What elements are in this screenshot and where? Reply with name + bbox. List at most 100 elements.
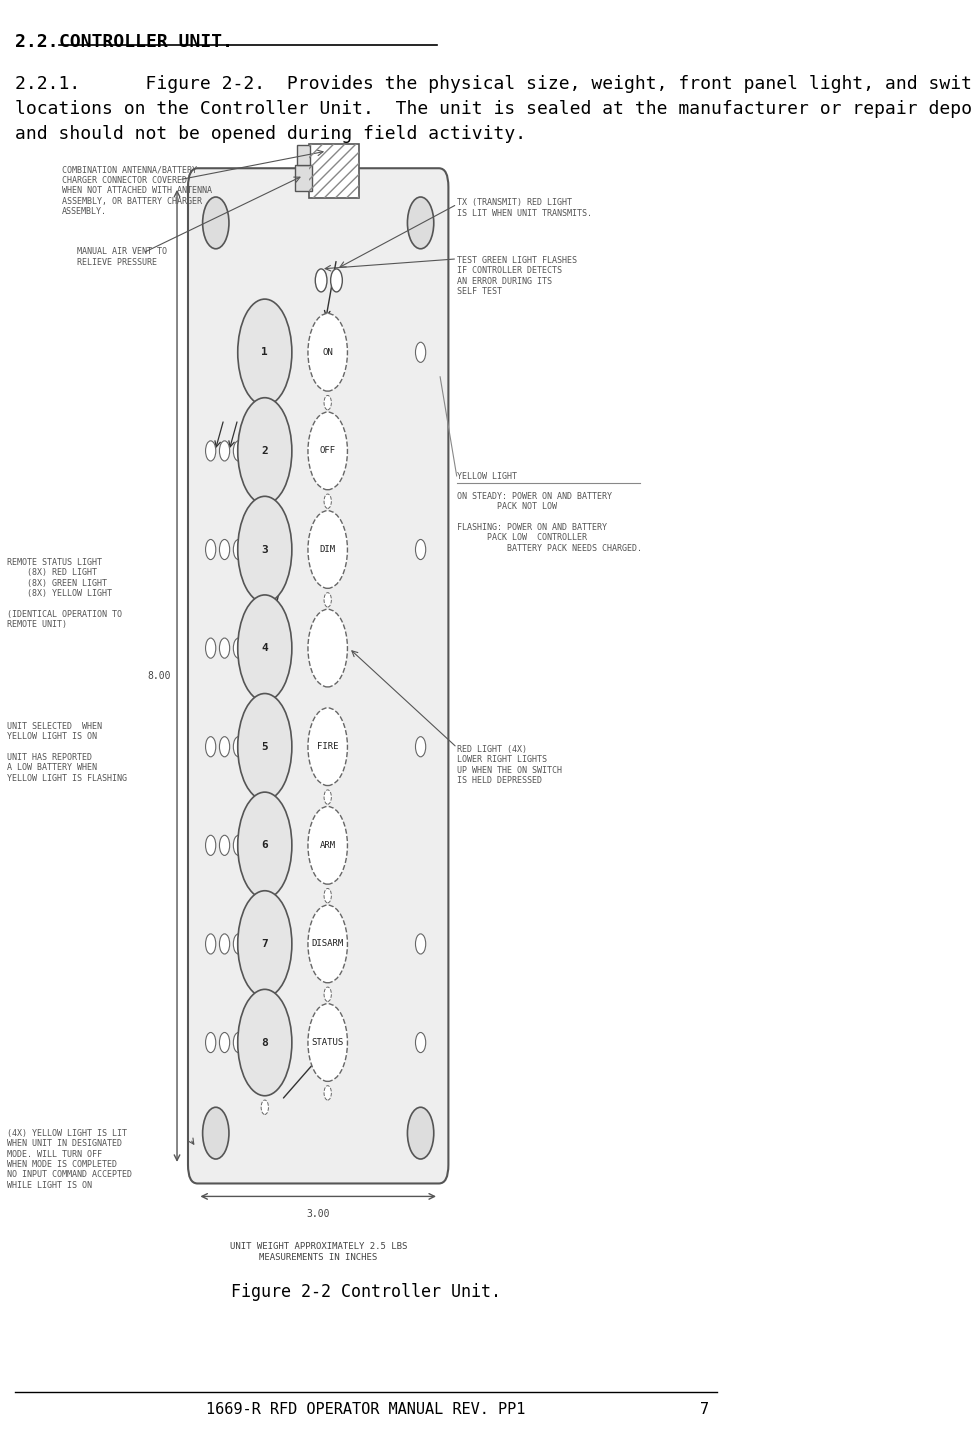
Circle shape — [415, 342, 426, 362]
Text: 7: 7 — [701, 1402, 710, 1416]
Text: ARM: ARM — [320, 841, 335, 850]
Text: COMBINATION ANTENNA/BATTERY
CHARGER CONNECTOR COVERED
WHEN NOT ATTACHED WITH ANT: COMBINATION ANTENNA/BATTERY CHARGER CONN… — [62, 165, 212, 216]
Text: (4X) YELLOW LIGHT IS LIT
WHEN UNIT IN DESIGNATED
MODE. WILL TURN OFF
WHEN MODE I: (4X) YELLOW LIGHT IS LIT WHEN UNIT IN DE… — [8, 1129, 132, 1189]
Text: ON STEADY: POWER ON AND BATTERY
        PACK NOT LOW

FLASHING: POWER ON AND BAT: ON STEADY: POWER ON AND BATTERY PACK NOT… — [457, 492, 642, 552]
Text: TEST GREEN LIGHT FLASHES
IF CONTROLLER DETECTS
AN ERROR DURING ITS
SELF TEST: TEST GREEN LIGHT FLASHES IF CONTROLLER D… — [457, 256, 577, 296]
Bar — [309, 144, 360, 198]
Circle shape — [261, 804, 268, 818]
Circle shape — [205, 736, 216, 756]
Circle shape — [324, 1086, 331, 1100]
Circle shape — [220, 933, 229, 953]
Circle shape — [238, 595, 292, 702]
Circle shape — [233, 1032, 244, 1053]
Text: 3.00: 3.00 — [306, 1209, 330, 1218]
Text: FIRE: FIRE — [317, 742, 338, 751]
Circle shape — [233, 539, 244, 559]
Circle shape — [238, 792, 292, 899]
Circle shape — [233, 835, 244, 856]
Text: 7: 7 — [261, 939, 268, 949]
Text: UNIT WEIGHT APPROXIMATELY 2.5 LBS
MEASUREMENTS IN INCHES: UNIT WEIGHT APPROXIMATELY 2.5 LBS MEASUR… — [229, 1242, 407, 1261]
Text: 2: 2 — [261, 446, 268, 456]
Text: ON: ON — [323, 348, 333, 357]
Circle shape — [205, 539, 216, 559]
Text: 2.2.: 2.2. — [15, 33, 58, 52]
Circle shape — [205, 441, 216, 462]
Text: 8.00: 8.00 — [147, 672, 170, 680]
Text: 8: 8 — [261, 1038, 268, 1047]
Circle shape — [324, 592, 331, 607]
Circle shape — [233, 933, 244, 953]
Circle shape — [202, 197, 229, 249]
Bar — [309, 144, 360, 198]
Circle shape — [308, 413, 347, 490]
Circle shape — [233, 638, 244, 659]
Circle shape — [220, 539, 229, 559]
Circle shape — [261, 509, 268, 523]
Text: 1669-R RFD OPERATOR MANUAL REV. PP1: 1669-R RFD OPERATOR MANUAL REV. PP1 — [206, 1402, 526, 1416]
Text: MANUAL AIR VENT TO
RELIEVE PRESSURE: MANUAL AIR VENT TO RELIEVE PRESSURE — [77, 247, 167, 266]
Circle shape — [261, 607, 268, 621]
Circle shape — [220, 441, 229, 462]
Circle shape — [330, 269, 342, 292]
Circle shape — [324, 889, 331, 903]
Circle shape — [205, 1032, 216, 1053]
Circle shape — [238, 398, 292, 505]
Text: TX (TRANSMIT) RED LIGHT
IS LIT WHEN UNIT TRANSMITS.: TX (TRANSMIT) RED LIGHT IS LIT WHEN UNIT… — [457, 198, 592, 217]
Circle shape — [308, 610, 347, 687]
Text: DISARM: DISARM — [312, 939, 344, 949]
Circle shape — [407, 197, 434, 249]
Circle shape — [233, 736, 244, 756]
Circle shape — [238, 890, 292, 997]
Text: YELLOW LIGHT: YELLOW LIGHT — [457, 472, 517, 480]
Text: DIM: DIM — [320, 545, 335, 554]
Circle shape — [324, 986, 331, 1001]
Circle shape — [220, 638, 229, 659]
Circle shape — [308, 807, 347, 884]
Text: OFF: OFF — [320, 446, 335, 456]
Circle shape — [415, 933, 426, 953]
Circle shape — [238, 496, 292, 603]
Text: STATUS: STATUS — [312, 1038, 344, 1047]
Circle shape — [308, 1004, 347, 1081]
Circle shape — [220, 736, 229, 756]
Text: 6: 6 — [261, 840, 268, 850]
Circle shape — [261, 410, 268, 424]
Circle shape — [205, 638, 216, 659]
Circle shape — [415, 1032, 426, 1053]
Circle shape — [205, 835, 216, 856]
Circle shape — [324, 395, 331, 410]
Circle shape — [205, 933, 216, 953]
Circle shape — [202, 1107, 229, 1159]
Text: 1: 1 — [261, 348, 268, 357]
Text: Figure 2-2 Controller Unit.: Figure 2-2 Controller Unit. — [230, 1283, 501, 1301]
Text: REMOTE STATUS LIGHT
    (8X) RED LIGHT
    (8X) GREEN LIGHT
    (8X) YELLOW LIGH: REMOTE STATUS LIGHT (8X) RED LIGHT (8X) … — [8, 558, 122, 630]
Circle shape — [308, 707, 347, 785]
Circle shape — [238, 989, 292, 1096]
Bar — [297, 145, 310, 165]
Circle shape — [308, 510, 347, 588]
Circle shape — [324, 495, 331, 509]
Circle shape — [238, 299, 292, 406]
Text: 2.2.1.      Figure 2-2.  Provides the physical size, weight, front panel light, : 2.2.1. Figure 2-2. Provides the physical… — [15, 75, 972, 142]
Circle shape — [324, 789, 331, 804]
Circle shape — [415, 539, 426, 559]
Circle shape — [220, 1032, 229, 1053]
Text: RED LIGHT (4X)
LOWER RIGHT LIGHTS
UP WHEN THE ON SWITCH
IS HELD DEPRESSED: RED LIGHT (4X) LOWER RIGHT LIGHTS UP WHE… — [457, 745, 562, 785]
Circle shape — [415, 736, 426, 756]
Text: CONTROLLER UNIT.: CONTROLLER UNIT. — [58, 33, 232, 52]
Text: 3: 3 — [261, 545, 268, 555]
Text: 5: 5 — [261, 742, 268, 752]
Circle shape — [261, 1100, 268, 1114]
Text: UNIT SELECTED  WHEN
YELLOW LIGHT IS ON

UNIT HAS REPORTED
A LOW BATTERY WHEN
YEL: UNIT SELECTED WHEN YELLOW LIGHT IS ON UN… — [8, 722, 127, 782]
Bar — [295, 165, 312, 191]
Circle shape — [238, 693, 292, 800]
Text: 4: 4 — [261, 643, 268, 653]
Circle shape — [233, 441, 244, 462]
FancyBboxPatch shape — [188, 168, 448, 1183]
Circle shape — [308, 905, 347, 982]
Circle shape — [315, 269, 327, 292]
Circle shape — [261, 1001, 268, 1015]
Circle shape — [407, 1107, 434, 1159]
Circle shape — [261, 903, 268, 917]
Circle shape — [220, 835, 229, 856]
